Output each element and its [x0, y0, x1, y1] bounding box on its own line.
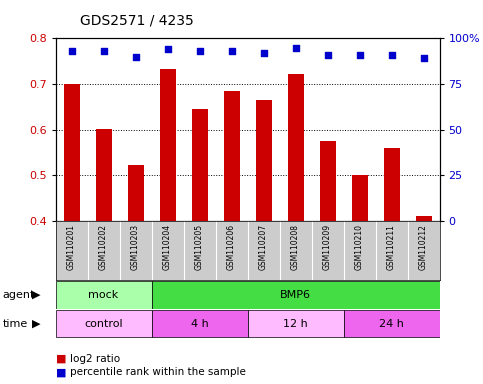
Bar	[192, 109, 208, 221]
Text: ▶: ▶	[32, 290, 41, 300]
Point	[227, 48, 235, 54]
Bar	[56, 281, 152, 309]
Point	[388, 52, 396, 58]
Text: GSM110205: GSM110205	[195, 224, 204, 270]
Bar	[343, 310, 440, 337]
Text: GSM110203: GSM110203	[131, 224, 140, 270]
Text: GDS2571 / 4235: GDS2571 / 4235	[80, 13, 194, 27]
Bar	[384, 148, 399, 221]
Text: GSM110201: GSM110201	[67, 224, 76, 270]
Point	[420, 55, 427, 61]
Text: ▶: ▶	[32, 318, 41, 329]
Point	[355, 52, 363, 58]
Text: percentile rank within the sample: percentile rank within the sample	[70, 367, 246, 377]
Text: time: time	[2, 318, 28, 329]
Text: GSM110207: GSM110207	[259, 224, 268, 270]
Point	[164, 46, 171, 52]
Text: agent: agent	[2, 290, 35, 300]
Bar	[56, 310, 152, 337]
Text: GSM110211: GSM110211	[387, 224, 396, 270]
Bar	[352, 175, 368, 221]
Point	[260, 50, 268, 56]
Bar	[96, 129, 112, 221]
Bar	[159, 70, 175, 221]
Text: 24 h: 24 h	[379, 318, 404, 329]
Bar	[256, 100, 271, 221]
Bar	[152, 281, 440, 309]
Bar	[224, 91, 240, 221]
Text: GSM110208: GSM110208	[291, 224, 300, 270]
Text: GSM110202: GSM110202	[99, 224, 108, 270]
Text: GSM110204: GSM110204	[163, 224, 172, 270]
Text: log2 ratio: log2 ratio	[70, 354, 120, 364]
Point	[196, 48, 203, 54]
Point	[132, 53, 140, 60]
Text: ■: ■	[56, 367, 66, 377]
Bar	[64, 84, 80, 221]
Text: 4 h: 4 h	[191, 318, 208, 329]
Bar	[287, 74, 303, 221]
Text: 12 h: 12 h	[283, 318, 308, 329]
Bar	[248, 310, 343, 337]
Point	[324, 52, 331, 58]
Text: GSM110210: GSM110210	[355, 224, 364, 270]
Text: GSM110209: GSM110209	[323, 224, 332, 270]
Bar	[320, 141, 336, 221]
Point	[68, 48, 75, 54]
Point	[292, 45, 299, 51]
Text: ■: ■	[56, 354, 66, 364]
Text: control: control	[84, 318, 123, 329]
Text: GSM110206: GSM110206	[227, 224, 236, 270]
Bar	[152, 310, 248, 337]
Text: mock: mock	[88, 290, 119, 300]
Bar	[415, 216, 431, 221]
Bar	[128, 165, 143, 221]
Text: BMP6: BMP6	[280, 290, 311, 300]
Text: GSM110212: GSM110212	[419, 224, 428, 270]
Point	[99, 48, 107, 54]
